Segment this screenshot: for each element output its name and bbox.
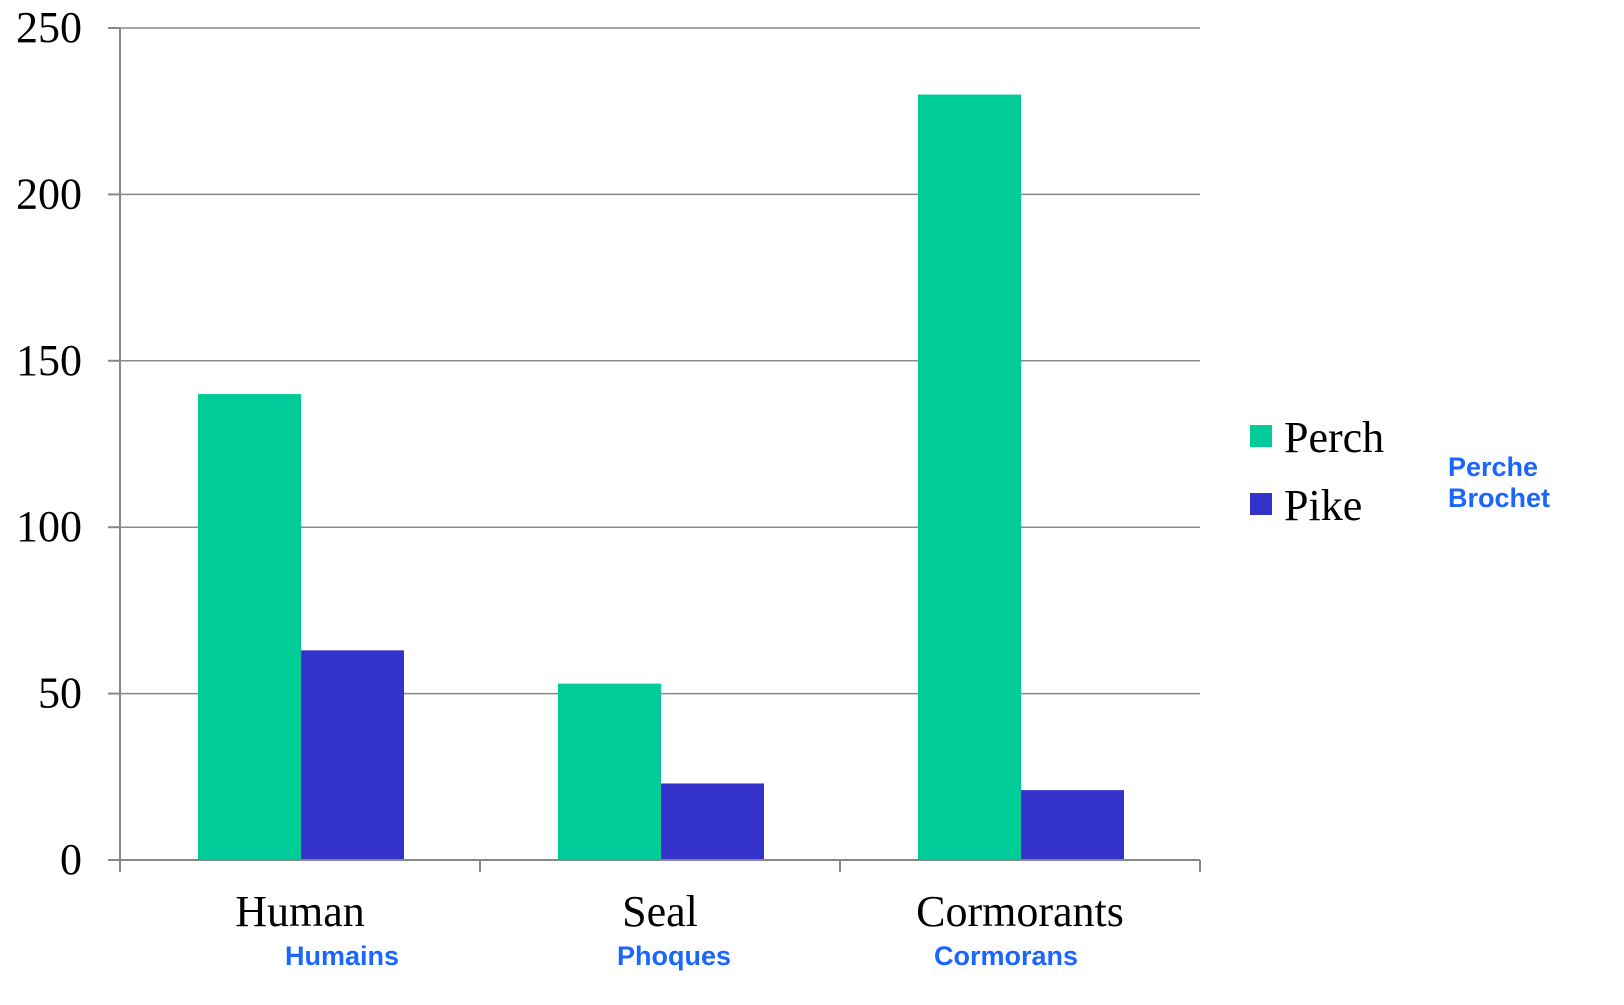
category-translation: Humains <box>285 941 399 971</box>
axes <box>108 27 1201 872</box>
legend-swatch-perch <box>1250 425 1272 447</box>
legend-swatch-pike <box>1250 493 1272 515</box>
bars <box>198 94 1124 860</box>
y-axis-ticks: 0 50 100 150 200 250 <box>16 3 82 884</box>
y-tick-label: 0 <box>60 835 82 884</box>
bar-perch-cormorants <box>918 94 1021 860</box>
legend-label: Pike <box>1284 481 1362 530</box>
category-label: Human <box>235 887 365 936</box>
x-axis-categories: Human Humains Seal Phoques Cormorants Cormora… <box>235 887 1124 971</box>
category-label: Seal <box>622 887 698 936</box>
bar-pike-human <box>301 650 404 860</box>
legend-translation: Brochet <box>1448 483 1550 513</box>
bar-perch-human <box>198 394 301 860</box>
y-tick-label: 50 <box>38 669 82 718</box>
category-translation: Phoques <box>617 941 731 971</box>
y-tick-label: 150 <box>16 336 82 385</box>
bar-perch-seal <box>558 683 661 860</box>
legend-label: Perch <box>1284 413 1384 462</box>
y-tick-label: 200 <box>16 169 82 218</box>
y-tick-label: 250 <box>16 3 82 52</box>
bar-pike-seal <box>661 783 764 860</box>
category-translation: Cormorans <box>934 941 1078 971</box>
category-label: Cormorants <box>916 887 1124 936</box>
legend: Perch Pike <box>1250 413 1384 530</box>
bar-pike-cormorants <box>1021 790 1124 860</box>
legend-translation: Perche <box>1448 452 1538 482</box>
y-tick-label: 100 <box>16 502 82 551</box>
